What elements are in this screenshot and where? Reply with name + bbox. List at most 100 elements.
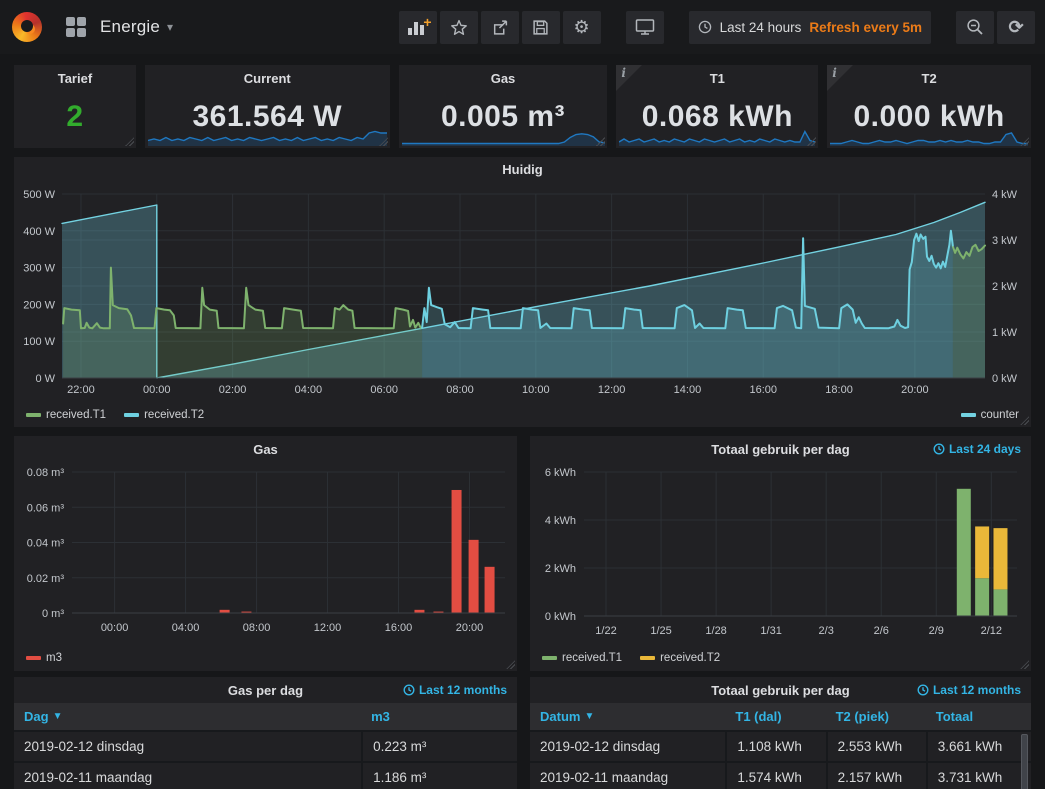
zoom-out-button[interactable] — [956, 11, 994, 44]
panel-title[interactable]: Gas — [14, 436, 517, 462]
table-body: 2019-02-12 dinsdag1.108 kWh2.553 kWh3.66… — [530, 730, 1031, 789]
panel-title[interactable]: Huidig — [14, 157, 1031, 182]
table-row[interactable]: 2019-02-11 maandag1.186 m³ — [14, 761, 517, 789]
svg-text:1 kW: 1 kW — [992, 327, 1018, 339]
svg-text:10:00: 10:00 — [522, 384, 550, 396]
legend-item[interactable]: received.T2 — [640, 652, 720, 664]
stat-value: 2 — [14, 85, 136, 148]
table-scrollbar[interactable] — [1021, 734, 1028, 789]
panel-info-corner[interactable]: i — [827, 65, 853, 91]
legend-item[interactable]: received.T1 — [542, 652, 622, 664]
totaal-chart[interactable]: 1/221/251/281/312/32/62/92/120 kWh2 kWh4… — [530, 462, 1031, 645]
sparkline — [148, 129, 387, 147]
table-cell: 3.661 kWh — [926, 732, 1031, 761]
panel-gas-per-dag-table: Gas per dag Last 12 months Dag▼m3 2019-0… — [14, 677, 517, 789]
sparkline — [402, 129, 605, 147]
table-cell: 2019-02-12 dinsdag — [530, 732, 725, 761]
add-panel-icon: + — [408, 20, 428, 35]
time-override-badge[interactable]: Last 12 months — [917, 683, 1021, 697]
gas-chart[interactable]: 00:0004:0008:0012:0016:0020:000 m³0.02 m… — [14, 462, 517, 645]
time-range-picker[interactable]: Last 24 hours Refresh every 5m — [689, 11, 931, 44]
column-header[interactable]: Datum ▼ — [530, 703, 725, 730]
panel-resize-handle[interactable] — [807, 137, 816, 146]
sparkline — [830, 129, 1028, 147]
star-dashboard-button[interactable] — [440, 11, 478, 44]
svg-text:0.08 m³: 0.08 m³ — [27, 467, 65, 479]
table-cell: 0.223 m³ — [361, 732, 517, 761]
column-header[interactable]: Totaal — [926, 703, 1031, 730]
time-override-badge[interactable]: Last 24 days — [933, 442, 1021, 456]
save-dashboard-button[interactable] — [522, 11, 560, 44]
panel-current: Current 361.564 W — [145, 65, 390, 148]
panel-t1-stat: i T1 0.068 kWh — [616, 65, 818, 148]
legend-item[interactable]: received.T2 — [124, 409, 204, 421]
panel-resize-handle[interactable] — [1020, 137, 1029, 146]
panel-resize-handle[interactable] — [1020, 416, 1029, 425]
huidig-chart[interactable]: 22:0000:0002:0004:0006:0008:0010:0012:00… — [14, 182, 1031, 403]
share-dashboard-button[interactable] — [481, 11, 519, 44]
column-header[interactable]: m3 — [361, 703, 517, 730]
time-override-badge[interactable]: Last 12 months — [403, 683, 507, 697]
svg-text:2 kW: 2 kW — [992, 281, 1018, 293]
legend-label: received.T1 — [46, 409, 106, 421]
tv-mode-button[interactable] — [626, 11, 664, 44]
svg-text:0.06 m³: 0.06 m³ — [27, 502, 65, 514]
svg-text:1/25: 1/25 — [650, 625, 671, 637]
legend-item[interactable]: received.T1 — [26, 409, 106, 421]
sort-desc-icon: ▼ — [584, 711, 594, 722]
info-icon: i — [832, 66, 837, 80]
legend-item[interactable]: counter — [961, 409, 1019, 421]
badge-label: Last 24 days — [949, 442, 1021, 456]
panel-info-corner[interactable]: i — [616, 65, 642, 91]
svg-text:1/22: 1/22 — [595, 625, 616, 637]
clock-icon — [917, 684, 929, 696]
panel-resize-handle[interactable] — [125, 137, 134, 146]
panel-resize-handle[interactable] — [1020, 660, 1029, 669]
column-header-label: Datum — [540, 709, 580, 724]
sparkline — [619, 129, 815, 147]
panel-resize-handle[interactable] — [506, 660, 515, 669]
table-row[interactable]: 2019-02-11 maandag1.574 kWh2.157 kWh3.73… — [530, 761, 1031, 789]
column-header[interactable]: T2 (piek) — [826, 703, 926, 730]
navbar: Energie ▾ + ⚙ Last 24 — [0, 0, 1045, 54]
svg-text:20:00: 20:00 — [901, 384, 929, 396]
svg-text:1/28: 1/28 — [705, 625, 726, 637]
panel-t2-stat: i T2 0.000 kWh — [827, 65, 1031, 148]
info-icon: i — [621, 66, 626, 80]
badge-label: Last 12 months — [419, 683, 507, 697]
table-cell: 2019-02-11 maandag — [14, 763, 361, 789]
svg-text:02:00: 02:00 — [219, 384, 247, 396]
svg-text:06:00: 06:00 — [370, 384, 398, 396]
table-cell: 2019-02-12 dinsdag — [14, 732, 361, 761]
svg-text:300 W: 300 W — [23, 262, 55, 274]
table-row[interactable]: 2019-02-12 dinsdag0.223 m³ — [14, 730, 517, 761]
table-cell: 2019-02-11 maandag — [530, 763, 725, 789]
dashboards-icon[interactable] — [66, 17, 86, 37]
dashboard-title[interactable]: Energie ▾ — [100, 17, 173, 37]
add-panel-button[interactable]: + — [399, 11, 437, 44]
chevron-down-icon: ▾ — [167, 20, 173, 34]
share-icon — [491, 19, 509, 36]
svg-text:2/6: 2/6 — [874, 625, 889, 637]
svg-text:0 W: 0 W — [35, 373, 55, 385]
grafana-logo-icon[interactable] — [12, 12, 42, 42]
panel-totaal-chart: Totaal gebruik per dag Last 24 days 1/22… — [530, 436, 1031, 671]
sort-desc-icon: ▼ — [53, 711, 63, 722]
svg-text:0.02 m³: 0.02 m³ — [27, 573, 65, 585]
table-cell: 3.731 kWh — [926, 763, 1031, 789]
refresh-dashboard-button[interactable]: ⟳ — [997, 11, 1035, 44]
settings-button[interactable]: ⚙ — [563, 11, 601, 44]
column-header-label: Totaal — [936, 709, 973, 724]
column-header-label: Dag — [24, 709, 49, 724]
column-header[interactable]: Dag ▼ — [14, 703, 361, 730]
svg-text:0 kWh: 0 kWh — [545, 611, 576, 623]
column-header[interactable]: T1 (dal) — [725, 703, 825, 730]
panel-resize-handle[interactable] — [379, 137, 388, 146]
legend-swatch — [640, 656, 655, 660]
svg-text:500 W: 500 W — [23, 189, 55, 201]
legend-label: received.T2 — [144, 409, 204, 421]
dashboard-grid: Tarief 2 Current 361.564 W Gas 0.005 m³ … — [0, 54, 1045, 789]
panel-resize-handle[interactable] — [596, 137, 605, 146]
table-row[interactable]: 2019-02-12 dinsdag1.108 kWh2.553 kWh3.66… — [530, 730, 1031, 761]
legend-item[interactable]: m3 — [26, 652, 62, 664]
